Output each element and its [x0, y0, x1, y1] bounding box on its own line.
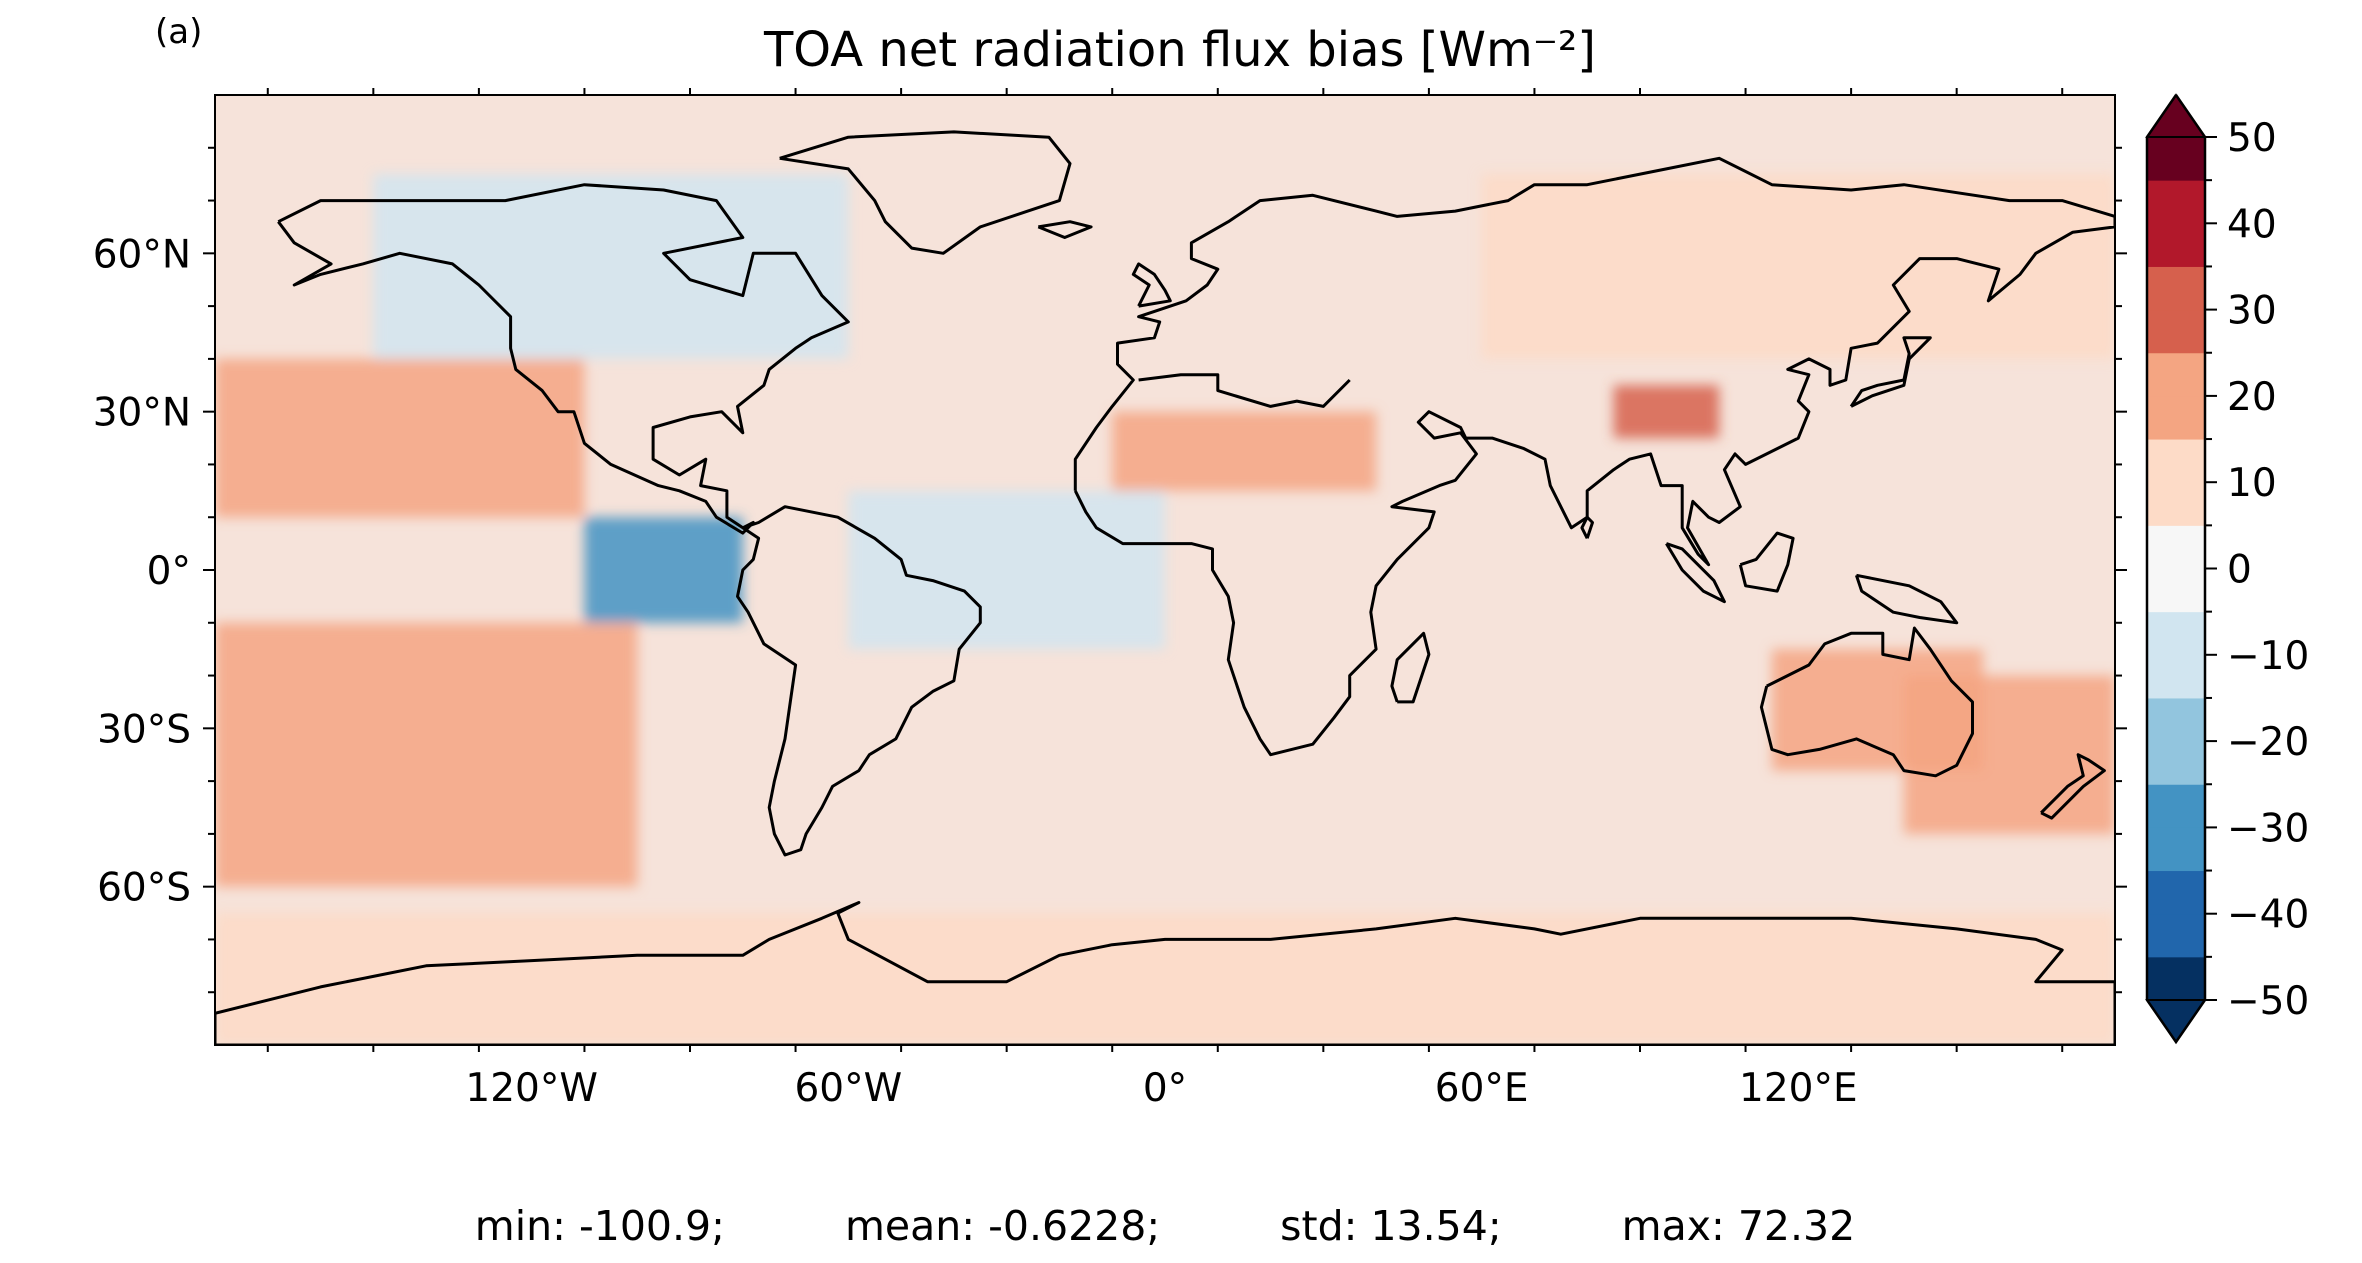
colorbar-segment	[2147, 784, 2205, 828]
field-region	[215, 358, 585, 518]
coastline-red-sea-med	[1138, 373, 1351, 408]
coastline-new-guinea	[1854, 573, 1959, 625]
title-units: [Wm⁻²]	[1419, 22, 1596, 78]
stat-std: std: 13.54;	[1280, 1202, 1502, 1250]
colorbar-tick-label: −20	[2227, 720, 2309, 765]
title-text: TOA net radiation flux bias	[763, 22, 1405, 78]
coastline-sri-lanka	[1580, 515, 1594, 539]
colorbar-tick-label: −10	[2227, 634, 2309, 679]
colorbar-tick-label: 10	[2227, 461, 2277, 506]
coastline-borneo	[1738, 531, 1795, 593]
x-tick-label: 120°W	[465, 1066, 598, 1111]
colorbar-segment	[2147, 395, 2205, 440]
field-region	[1481, 174, 2115, 359]
x-axis-ticks: 120°W 60°W 0° 60°E 120°E	[266, 88, 2064, 1111]
coastline-iceland	[1037, 220, 1093, 239]
stat-max: max: 72.32	[1621, 1202, 1856, 1250]
coastline-new-zealand	[2040, 753, 2106, 820]
coastline-sumatra	[1665, 542, 1726, 604]
colorbar-segment	[2147, 870, 2205, 915]
field-region	[1112, 411, 1377, 491]
y-tick-label: 60°N	[93, 232, 191, 277]
coastline-australia	[1759, 626, 1974, 778]
coastline-uk	[1131, 262, 1172, 308]
colorbar-extend-min	[2145, 999, 2207, 1044]
colorbar-segment	[2147, 568, 2205, 613]
stats-line: min: -100.9; mean: -0.6228; std: 13.54; …	[215, 1201, 2115, 1251]
colorbar-segment	[2147, 611, 2205, 656]
colorbar-tick-label: 30	[2227, 289, 2277, 334]
colorbar-segment	[2147, 180, 2205, 224]
field-region	[215, 622, 638, 887]
coastline-greenland	[779, 130, 1072, 255]
field-regions	[215, 174, 2115, 1045]
colorbar-segment	[2147, 654, 2205, 699]
panel-label: (a)	[155, 12, 203, 52]
colorbar-segment	[2147, 913, 2205, 958]
stat-mean: mean: -0.6228;	[844, 1202, 1161, 1250]
field-region	[1613, 385, 1720, 439]
colorbar-tick-label: 40	[2227, 202, 2277, 247]
colorbar-tick-label: 20	[2227, 375, 2277, 420]
coastline-madagascar	[1390, 631, 1431, 704]
colorbar-tick-label: −40	[2227, 893, 2309, 938]
field-region	[1903, 675, 2115, 834]
colorbar: 50 40 30 20 10 0 −10 −20 −30 −40 −50	[2145, 93, 2309, 1045]
y-tick-label: 0°	[147, 549, 191, 594]
x-tick-label: 60°E	[1435, 1066, 1529, 1111]
colorbar-segment	[2147, 697, 2205, 742]
coastline-japan	[1849, 336, 1932, 408]
colorbar-segment	[2147, 352, 2205, 397]
colorbar-segment	[2147, 223, 2205, 267]
x-tick-label: 0°	[1143, 1066, 1187, 1111]
colorbar-segment	[2147, 137, 2205, 181]
coastline-antarctica	[215, 901, 2115, 1045]
coastlines	[215, 130, 2115, 1045]
colorbar-segment	[2147, 439, 2205, 483]
y-axis-ticks: 60°N 30°N 0° 30°S 60°S	[93, 146, 2127, 994]
colorbar-segment	[2147, 741, 2205, 785]
colorbar-tick-label: 0	[2227, 548, 2252, 593]
colorbar-extend-max	[2145, 93, 2207, 138]
y-tick-label: 60°S	[97, 866, 191, 911]
field-region	[215, 913, 2115, 1045]
field-region	[848, 490, 1165, 650]
colorbar-tick-label: −50	[2227, 979, 2309, 1024]
bias-field	[215, 95, 2115, 1045]
map-title: TOA net radiation flux bias [Wm⁻²]	[560, 22, 1800, 78]
colorbar-segment	[2147, 266, 2205, 311]
coastline-africa-eurasia	[1073, 156, 2115, 757]
colorbar-segment	[2147, 956, 2205, 1001]
coastline-south-america	[736, 505, 982, 857]
y-tick-label: 30°N	[93, 391, 191, 436]
field-region	[584, 517, 743, 623]
x-tick-label: 120°E	[1739, 1066, 1858, 1111]
coastline-north-america	[277, 183, 850, 535]
colorbar-tick-label: −30	[2227, 806, 2309, 851]
x-tick-label: 60°W	[794, 1066, 902, 1111]
field-region	[373, 174, 849, 359]
colorbar-segment	[2147, 482, 2205, 526]
colorbar-segment	[2147, 827, 2205, 872]
colorbar-segment	[2147, 309, 2205, 354]
colorbar-segment	[2147, 525, 2205, 569]
colorbar-tick-label: 50	[2227, 116, 2277, 161]
y-tick-label: 30°S	[97, 707, 191, 752]
stat-min: min: -100.9;	[474, 1202, 725, 1250]
